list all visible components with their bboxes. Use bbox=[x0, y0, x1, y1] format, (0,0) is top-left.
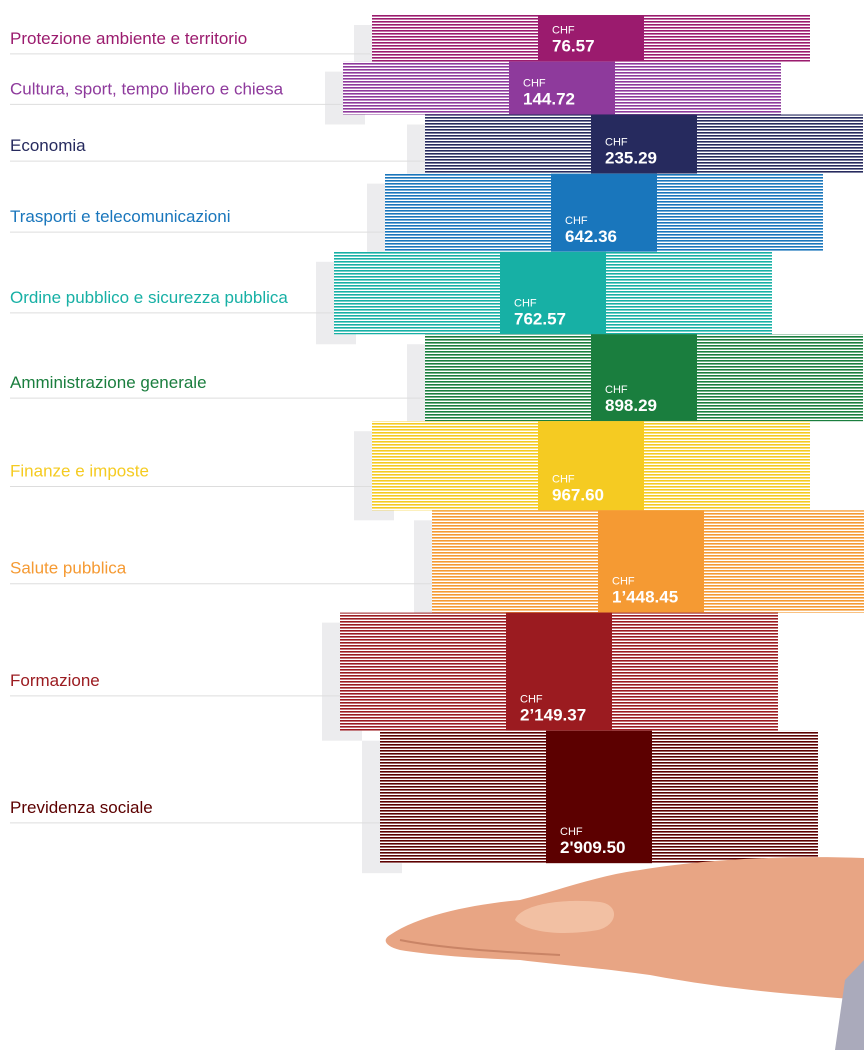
category-label: Finanze e imposte bbox=[10, 461, 149, 480]
unit-label: CHF bbox=[565, 215, 588, 227]
value-label: 2'909.50 bbox=[560, 838, 626, 857]
unit-label: CHF bbox=[560, 826, 583, 838]
hand-palm bbox=[386, 857, 864, 1000]
value-label: 762.57 bbox=[514, 309, 566, 328]
category-label: Protezione ambiente e territorio bbox=[10, 29, 247, 48]
category-label: Ordine pubblico e sicurezza pubblica bbox=[10, 288, 288, 307]
category-label: Amministrazione generale bbox=[10, 373, 207, 392]
category-label: Salute pubblica bbox=[10, 559, 127, 578]
value-label: 898.29 bbox=[605, 396, 657, 415]
value-label: 1’448.45 bbox=[612, 588, 678, 607]
unit-label: CHF bbox=[514, 297, 537, 309]
unit-label: CHF bbox=[552, 473, 575, 485]
value-label: 967.60 bbox=[552, 485, 604, 504]
chart: CHF76.57Protezione ambiente e territorio… bbox=[0, 0, 864, 1050]
value-label: 235.29 bbox=[605, 149, 657, 168]
category-label: Formazione bbox=[10, 671, 100, 690]
unit-label: CHF bbox=[552, 25, 575, 37]
unit-label: CHF bbox=[520, 694, 543, 706]
unit-label: CHF bbox=[605, 384, 628, 396]
unit-label: CHF bbox=[612, 576, 635, 588]
unit-label: CHF bbox=[523, 77, 546, 89]
category-label: Trasporti e telecomunicazioni bbox=[10, 207, 230, 226]
unit-label: CHF bbox=[605, 137, 628, 149]
value-label: 642.36 bbox=[565, 227, 617, 246]
category-label: Economia bbox=[10, 136, 86, 155]
value-label: 144.72 bbox=[523, 89, 575, 108]
hand bbox=[386, 857, 864, 1050]
value-label: 2’149.37 bbox=[520, 706, 586, 725]
category-label: Previdenza sociale bbox=[10, 798, 153, 817]
category-label: Cultura, sport, tempo libero e chiesa bbox=[10, 79, 284, 98]
value-label: 76.57 bbox=[552, 37, 595, 56]
